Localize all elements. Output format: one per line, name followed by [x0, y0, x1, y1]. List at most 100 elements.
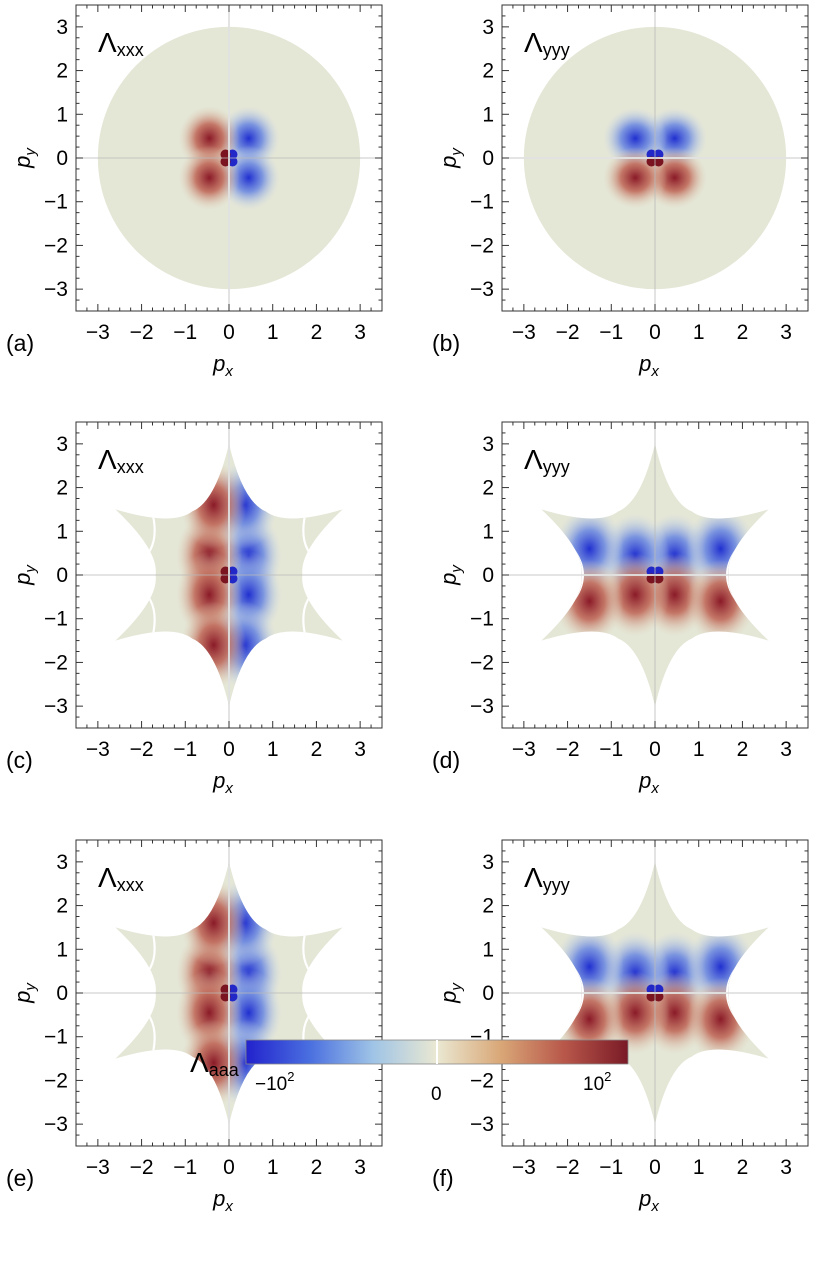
- y-tick-label: 3: [482, 433, 494, 456]
- y-tick-label: 3: [56, 16, 68, 39]
- y-tick-label: 2: [56, 60, 68, 83]
- y-tick-label: 0: [482, 564, 494, 587]
- x-tick-label: 1: [267, 321, 279, 344]
- x-tick-label: 2: [737, 1156, 749, 1179]
- x-tick-label: −2: [556, 321, 580, 344]
- x-tick-label: 3: [780, 1156, 792, 1179]
- y-tick-label: −2: [44, 234, 68, 257]
- y-tick-label: −3: [470, 695, 494, 718]
- y-tick-label: 3: [56, 433, 68, 456]
- y-tick-label: 2: [56, 895, 68, 918]
- y-axis-label: py: [436, 147, 465, 169]
- y-tick-label: −2: [470, 1069, 494, 1092]
- x-tick-label: 0: [223, 1156, 235, 1179]
- panel-label: (e): [6, 1165, 34, 1191]
- y-tick-label: −3: [470, 1113, 494, 1136]
- x-tick-label: 2: [737, 738, 749, 761]
- x-tick-label: −1: [173, 738, 197, 761]
- panel-b: −3 −2 −1 0 1 2 3 −3 −2 −1 0 1 2 3 px py Λyyy (b): [432, 4, 809, 380]
- y-tick-label: 0: [482, 147, 494, 170]
- x-tick-label: 3: [780, 321, 792, 344]
- panel-label: (a): [6, 330, 34, 356]
- tick-marks: [501, 421, 809, 729]
- panel-label: (d): [432, 747, 460, 773]
- y-tick-label: −2: [44, 651, 68, 674]
- x-tick-label: 3: [354, 321, 366, 344]
- x-axis-label: px: [638, 768, 659, 797]
- x-tick-label: 2: [311, 1156, 323, 1179]
- colorbar-tick-zero: 0: [431, 1084, 442, 1105]
- x-tick-label: −3: [512, 738, 536, 761]
- y-tick-label: 2: [482, 477, 494, 500]
- tick-marks: [75, 839, 383, 1147]
- y-tick-label: −1: [44, 1026, 68, 1049]
- y-tick-label: 1: [482, 103, 494, 126]
- x-tick-label: −1: [173, 1156, 197, 1179]
- x-axis-label: px: [212, 1186, 233, 1215]
- panel-title: Λxxx: [98, 27, 144, 60]
- x-tick-label: 1: [267, 738, 279, 761]
- y-tick-label: 1: [56, 520, 68, 543]
- tick-marks: [75, 421, 383, 729]
- x-tick-label: 1: [693, 738, 705, 761]
- x-tick-label: 3: [354, 738, 366, 761]
- x-tick-label: −1: [599, 321, 623, 344]
- x-tick-label: −3: [512, 1156, 536, 1179]
- y-axis-label: py: [10, 982, 39, 1004]
- y-tick-label: −2: [470, 651, 494, 674]
- colorbar: Λaaa −102 0 102: [190, 1039, 629, 1105]
- x-axis-label: px: [212, 768, 233, 797]
- x-tick-label: 3: [354, 1156, 366, 1179]
- x-tick-label: 2: [737, 321, 749, 344]
- x-tick-label: 0: [649, 1156, 661, 1179]
- y-tick-label: −3: [44, 1113, 68, 1136]
- x-tick-label: 0: [223, 738, 235, 761]
- y-tick-label: 0: [56, 564, 68, 587]
- y-tick-label: 2: [482, 60, 494, 83]
- x-tick-label: 0: [649, 321, 661, 344]
- x-tick-label: −2: [556, 738, 580, 761]
- y-axis-label: py: [436, 982, 465, 1004]
- colorbar-tick-neg: −102: [255, 1069, 294, 1095]
- x-tick-label: −2: [130, 321, 154, 344]
- x-tick-label: 1: [693, 1156, 705, 1179]
- panel-title: Λyyy: [524, 862, 570, 895]
- panel-title: Λyyy: [524, 444, 570, 477]
- y-tick-label: −3: [44, 278, 68, 301]
- y-tick-label: 3: [482, 851, 494, 874]
- y-tick-label: 0: [482, 982, 494, 1005]
- panel-label: (f): [432, 1165, 454, 1191]
- panel-d: −3 −2 −1 0 1 2 3 −3 −2 −1 0 1 2 3 px py Λyyy (d): [432, 421, 809, 797]
- y-tick-label: −2: [44, 1069, 68, 1092]
- y-axis-label: py: [436, 564, 465, 586]
- x-tick-label: −3: [86, 738, 110, 761]
- y-tick-label: 1: [56, 938, 68, 961]
- y-tick-label: −1: [44, 608, 68, 631]
- y-axis-label: py: [10, 147, 39, 169]
- x-axis-label: px: [638, 351, 659, 380]
- y-tick-label: 2: [56, 477, 68, 500]
- panel-a: −3 −2 −1 0 1 2 3 −3 −2 −1 0 1 2 3 px py Λxxx (a): [6, 4, 383, 380]
- x-axis-label: px: [212, 351, 233, 380]
- y-tick-label: 0: [56, 982, 68, 1005]
- x-tick-label: −3: [86, 321, 110, 344]
- y-tick-label: −1: [470, 191, 494, 214]
- panel-title: Λxxx: [98, 444, 144, 477]
- y-tick-label: −1: [470, 608, 494, 631]
- x-tick-label: −2: [130, 1156, 154, 1179]
- y-axis-label: py: [10, 564, 39, 586]
- y-tick-label: 3: [482, 16, 494, 39]
- x-tick-label: 2: [311, 321, 323, 344]
- x-tick-label: 1: [693, 321, 705, 344]
- y-tick-label: 1: [482, 938, 494, 961]
- panel-e: −3 −2 −1 0 1 2 3 −3 −2 −1 0 1 2 3 px py Λxxx (e): [6, 839, 383, 1215]
- panel-title: Λyyy: [524, 27, 570, 60]
- x-tick-label: 3: [780, 738, 792, 761]
- panel-c: −3 −2 −1 0 1 2 3 −3 −2 −1 0 1 2 3 px py Λxxx (c): [6, 421, 383, 797]
- colorbar-title: Λaaa: [190, 1047, 240, 1080]
- panel-label: (b): [432, 330, 460, 356]
- x-tick-label: −1: [599, 1156, 623, 1179]
- y-tick-label: 1: [482, 520, 494, 543]
